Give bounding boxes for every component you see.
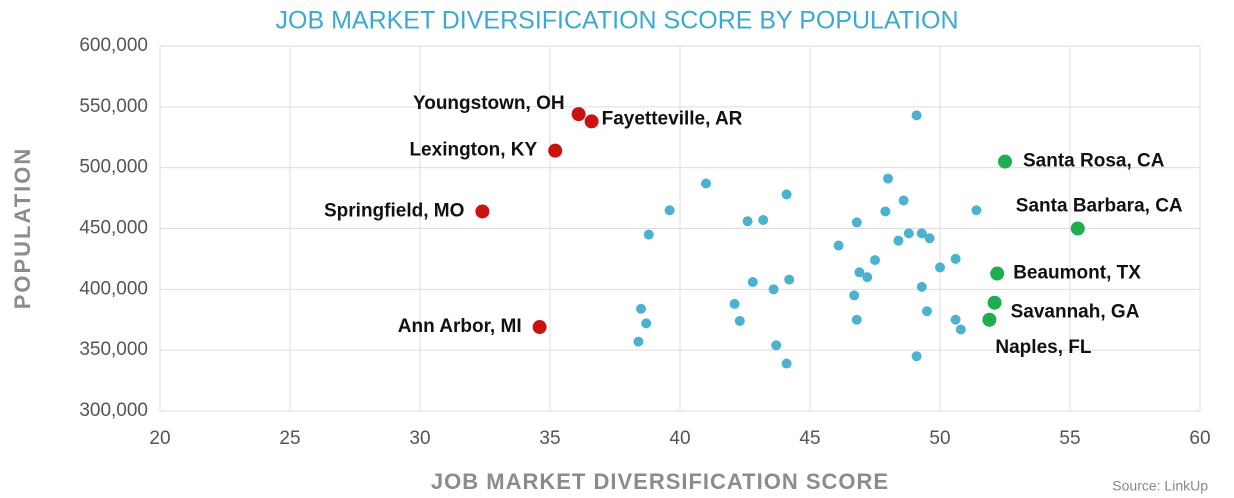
x-tick-label: 35 [539, 428, 560, 449]
point [883, 173, 893, 184]
x-tick-label: 25 [279, 428, 300, 449]
source: Source: LinkUp [1112, 478, 1208, 494]
x-tick-label: 40 [669, 428, 690, 449]
y-tick-label: 300,000 [79, 400, 148, 421]
point [768, 284, 779, 295]
point [758, 214, 769, 225]
point [911, 351, 922, 362]
y-axis-label: POPULATION [10, 147, 35, 310]
point [851, 217, 862, 228]
point [990, 266, 1005, 281]
point [475, 204, 490, 219]
y-tick-label: 600,000 [79, 35, 148, 56]
point [893, 235, 904, 246]
point [982, 312, 997, 327]
point-label: Savannah, GA [1011, 302, 1140, 323]
point [987, 295, 1002, 310]
point-label: Youngstown, OH [413, 93, 565, 114]
point [922, 306, 932, 317]
point [851, 314, 862, 325]
point [734, 315, 745, 326]
y-tick-label: 450,000 [79, 218, 148, 239]
y-tick-label: 350,000 [79, 339, 148, 360]
point [636, 303, 646, 314]
point-label: Ann Arbor, MI [398, 316, 522, 337]
point [548, 143, 563, 158]
point-label: Fayetteville, AR [602, 108, 743, 129]
point [862, 272, 873, 283]
point [971, 205, 982, 216]
point [854, 267, 865, 278]
point [532, 320, 547, 335]
point-label: Santa Barbara, CA [1016, 196, 1183, 217]
point [870, 255, 880, 266]
point [955, 324, 966, 335]
point [916, 281, 927, 292]
point [584, 114, 599, 129]
x-tick-label: 30 [409, 428, 430, 449]
point [771, 340, 782, 351]
point [924, 233, 935, 244]
point [880, 206, 891, 217]
point [903, 228, 914, 239]
point [916, 228, 927, 239]
point [935, 262, 945, 273]
point [833, 240, 844, 251]
point [641, 318, 652, 329]
x-tick-label: 20 [149, 428, 170, 449]
point [701, 178, 711, 189]
y-tick-label: 550,000 [79, 96, 148, 117]
point [571, 107, 586, 122]
point-label: Santa Rosa, CA [1023, 151, 1165, 172]
point [911, 110, 922, 121]
y-tick-label: 400,000 [79, 278, 148, 299]
point [898, 195, 909, 206]
point [950, 253, 961, 264]
x-tick-label: 45 [799, 428, 820, 449]
point [643, 229, 654, 240]
point [742, 216, 753, 227]
x-axis-label: JOB MARKET DIVERSIFICATION SCORE [431, 469, 889, 494]
point [729, 298, 740, 309]
x-tick-label: 55 [1059, 428, 1080, 449]
point [784, 274, 795, 285]
point [781, 189, 792, 200]
x-tick-label: 60 [1189, 428, 1210, 449]
point-label: Springfield, MO [324, 200, 464, 221]
point-label: Lexington, KY [409, 140, 537, 161]
point [633, 336, 644, 347]
point [998, 154, 1012, 169]
point [747, 277, 758, 288]
point [664, 205, 675, 216]
y-tick-label: 500,000 [79, 157, 148, 178]
point-label: Beaumont, TX [1013, 263, 1141, 284]
point [849, 290, 860, 301]
point [950, 314, 961, 325]
point [781, 358, 792, 369]
point-label: Naples, FL [995, 337, 1091, 358]
point [1070, 221, 1085, 236]
chart-title: JOB MARKET DIVERSIFICATION SCORE BY POPU… [276, 7, 959, 35]
x-tick-label: 50 [929, 428, 950, 449]
